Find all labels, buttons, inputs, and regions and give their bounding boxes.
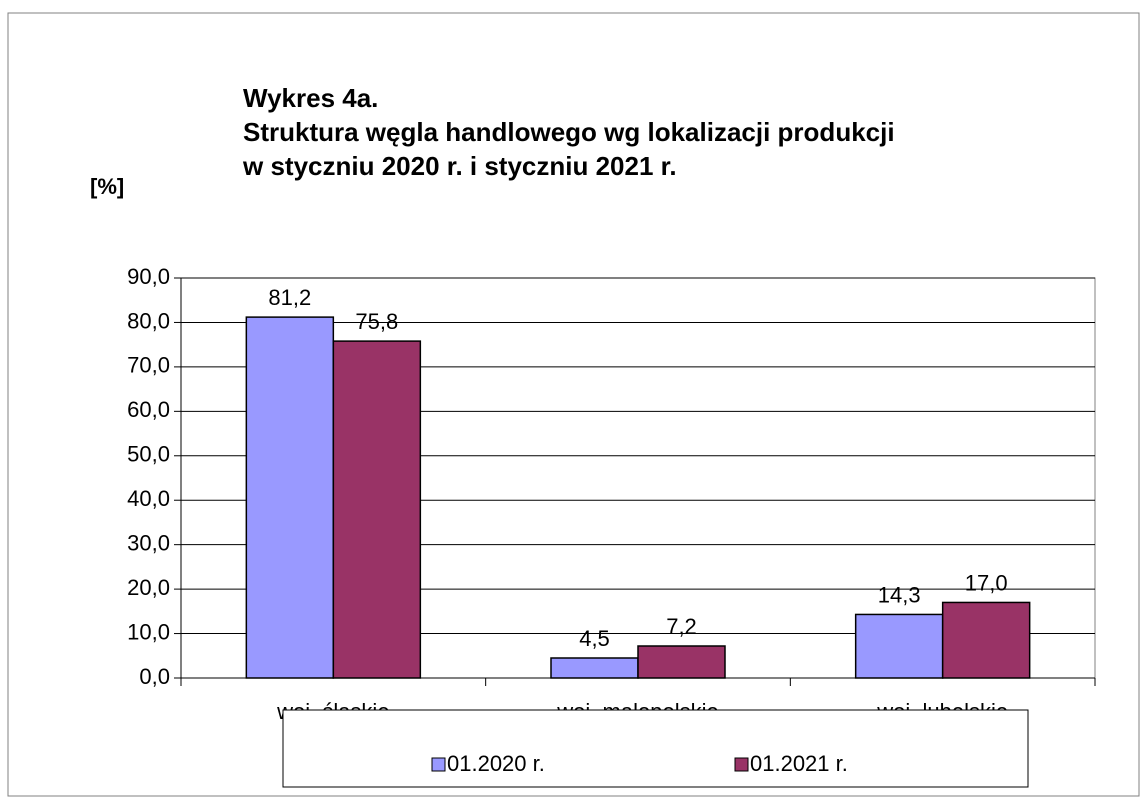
legend-swatch: [431, 757, 446, 772]
legend-swatch: [734, 757, 749, 772]
bar: [637, 645, 726, 679]
y-tick-label: 40,0: [127, 486, 170, 511]
y-tick-label: 0,0: [139, 664, 170, 689]
y-tick-label: 90,0: [127, 264, 170, 289]
bar: [332, 340, 422, 679]
bar: [245, 316, 335, 679]
y-tick-label: 60,0: [127, 397, 170, 422]
data-label: 75,8: [355, 309, 398, 334]
data-label: 7,2: [666, 614, 697, 639]
y-tick-label: 30,0: [127, 530, 170, 555]
legend-label: 01.2021 r.: [750, 751, 848, 776]
bar: [941, 601, 1031, 679]
legend-label: 01.2020 r.: [447, 751, 545, 776]
y-tick-label: 50,0: [127, 442, 170, 467]
bar: [550, 657, 639, 679]
data-label: 14,3: [878, 582, 921, 607]
chart-title-line: w styczniu 2020 r. i styczniu 2021 r.: [242, 151, 677, 181]
data-label: 81,2: [268, 285, 311, 310]
chart-title-line: Wykres 4a.: [243, 83, 378, 113]
chart-title-line: Struktura węgla handlowego wg lokalizacj…: [243, 117, 895, 147]
y-tick-label: 70,0: [127, 353, 170, 378]
y-axis-label: [%]: [90, 174, 124, 199]
data-label: 17,0: [965, 570, 1008, 595]
legend: [282, 709, 1029, 788]
y-tick-label: 20,0: [127, 575, 170, 600]
data-label: 4,5: [579, 626, 610, 651]
y-tick-label: 10,0: [127, 619, 170, 644]
y-tick-label: 80,0: [127, 308, 170, 333]
bar: [854, 613, 944, 679]
